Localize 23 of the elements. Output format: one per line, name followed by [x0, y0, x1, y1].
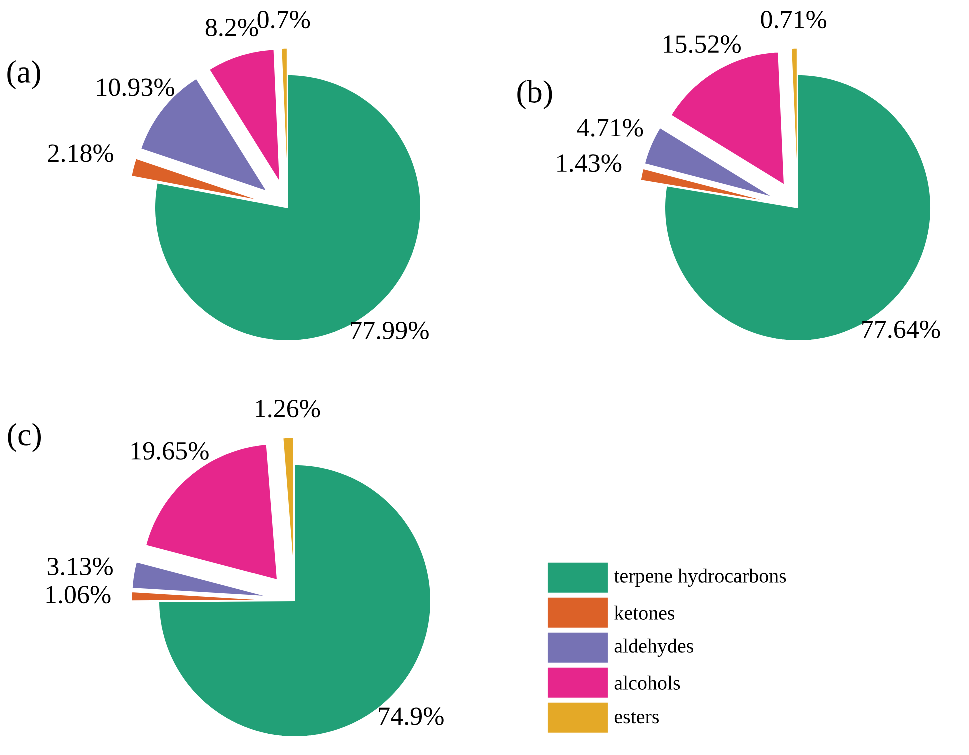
- data-label: 1.06%: [46, 586, 111, 604]
- data-label: 77.99%: [351, 322, 429, 340]
- text: (a): [8, 60, 40, 90]
- legend-label: esters: [614, 712, 659, 724]
- legend-label: terpene hydrocarbons: [614, 568, 786, 588]
- text: (b): [518, 80, 552, 110]
- data-label: 2.18%: [48, 144, 114, 162]
- data-label: 10.93%: [97, 78, 174, 96]
- legend-label: ketones: [614, 606, 675, 620]
- legend-label: aldehydes: [614, 638, 694, 658]
- data-label: 0.7%: [258, 10, 310, 29]
- data-label: 1.43%: [558, 154, 622, 172]
- data-label: 19.65%: [132, 442, 209, 460]
- data-label: 3.13%: [48, 558, 113, 576]
- data-label: 77.64%: [862, 320, 940, 338]
- text: (c): [8, 423, 41, 452]
- data-label: 1.26%: [256, 400, 320, 418]
- data-label: 8.2%: [206, 18, 258, 37]
- data-label: 74.9%: [379, 708, 444, 726]
- data-label: 4.71%: [577, 119, 644, 137]
- data-label: 15.52%: [664, 36, 741, 54]
- data-label: 0.71%: [761, 10, 827, 29]
- legend-label: alcohols: [614, 676, 680, 690]
